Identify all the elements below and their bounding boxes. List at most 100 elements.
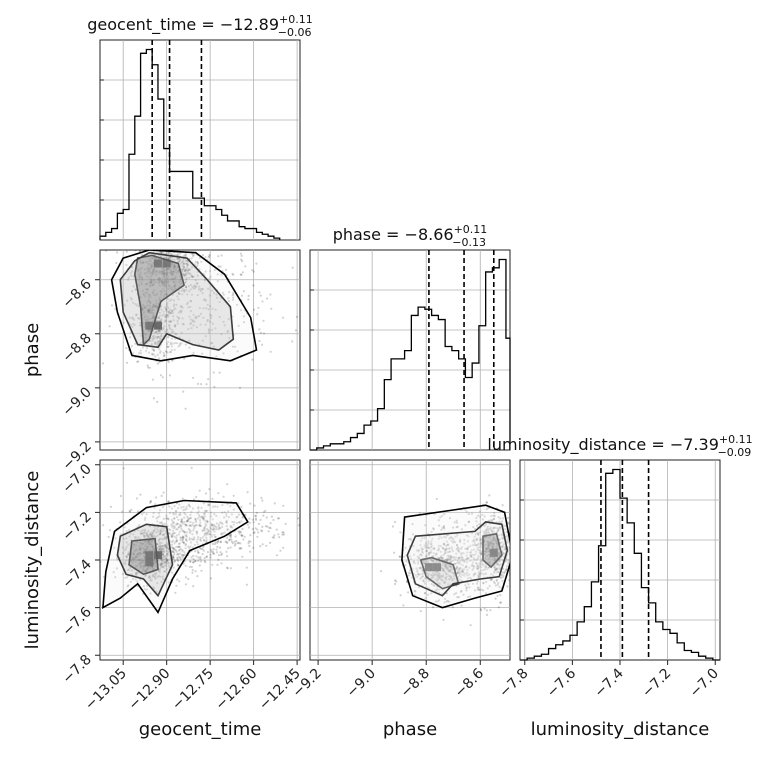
sample-point bbox=[189, 272, 192, 275]
sample-point bbox=[215, 548, 218, 551]
sample-point bbox=[159, 296, 162, 299]
sample-point bbox=[138, 554, 141, 557]
sample-point bbox=[181, 265, 184, 268]
sample-point bbox=[147, 266, 150, 269]
sample-point bbox=[252, 546, 255, 549]
sample-point bbox=[141, 304, 145, 307]
sample-point bbox=[180, 331, 183, 334]
sample-point bbox=[248, 544, 251, 548]
sample-point bbox=[147, 351, 151, 354]
sample-point bbox=[150, 277, 153, 281]
sample-point bbox=[127, 553, 130, 557]
sample-point bbox=[174, 283, 177, 286]
sample-point bbox=[197, 556, 200, 559]
sample-point bbox=[171, 556, 174, 559]
sample-point bbox=[155, 306, 158, 309]
sample-point bbox=[510, 577, 512, 579]
contour-scatter-geocent_time-phase-2 bbox=[110, 250, 258, 362]
sample-point bbox=[196, 517, 200, 520]
sample-point bbox=[180, 342, 183, 345]
sample-point bbox=[107, 535, 110, 539]
sample-point bbox=[127, 553, 130, 556]
sample-point bbox=[158, 509, 162, 512]
sample-point bbox=[161, 506, 164, 509]
sample-point bbox=[146, 288, 149, 291]
sample-point bbox=[485, 613, 489, 617]
sample-point bbox=[113, 546, 116, 549]
sample-point bbox=[163, 354, 166, 357]
sample-point bbox=[163, 561, 166, 564]
sample-point bbox=[261, 525, 264, 529]
sample-point bbox=[191, 568, 194, 572]
sample-point bbox=[164, 331, 167, 334]
sample-point bbox=[514, 518, 516, 520]
sample-point bbox=[145, 548, 148, 551]
sample-point bbox=[195, 530, 198, 533]
sample-point bbox=[162, 553, 165, 556]
sample-point bbox=[160, 562, 163, 565]
sample-point bbox=[220, 254, 223, 257]
sample-point bbox=[204, 256, 207, 259]
sample-point bbox=[189, 516, 193, 520]
sample-point bbox=[181, 272, 185, 275]
sample-point bbox=[157, 280, 161, 283]
sample-point bbox=[165, 293, 168, 296]
sample-point bbox=[172, 319, 175, 322]
sample-point bbox=[152, 319, 155, 322]
sample-point bbox=[151, 531, 154, 534]
sample-point bbox=[159, 562, 163, 565]
sample-point bbox=[147, 539, 150, 542]
sample-point bbox=[179, 305, 182, 308]
sample-point bbox=[150, 352, 154, 355]
sample-point bbox=[145, 548, 148, 552]
sample-point bbox=[204, 335, 207, 338]
sample-point bbox=[133, 549, 136, 552]
sample-point bbox=[148, 536, 151, 539]
sample-point bbox=[188, 272, 191, 275]
sample-point bbox=[222, 352, 225, 355]
sample-point bbox=[138, 246, 140, 248]
sample-point bbox=[141, 346, 145, 349]
grid-scatter-geocent_time-phase bbox=[100, 250, 300, 450]
sample-point bbox=[232, 273, 235, 276]
sample-point bbox=[215, 551, 219, 554]
sample-point bbox=[147, 309, 150, 312]
sample-point bbox=[141, 559, 144, 563]
sample-point bbox=[168, 247, 170, 249]
sample-point bbox=[177, 345, 180, 348]
sample-point bbox=[172, 532, 175, 535]
sample-point bbox=[169, 311, 172, 314]
sample-point bbox=[163, 570, 166, 573]
sample-point bbox=[140, 557, 143, 560]
sample-point bbox=[183, 290, 186, 293]
sample-point bbox=[511, 583, 513, 585]
sample-point bbox=[195, 531, 198, 534]
sample-point bbox=[129, 296, 132, 299]
sample-point bbox=[139, 566, 142, 569]
sample-point bbox=[147, 540, 150, 544]
sample-point bbox=[169, 308, 172, 311]
sample-point bbox=[229, 533, 233, 536]
sample-point bbox=[189, 321, 193, 324]
sample-point bbox=[170, 274, 173, 277]
sample-point bbox=[170, 571, 173, 574]
y-tick-label-phase-2: −8.8 bbox=[59, 330, 94, 365]
sample-point bbox=[170, 266, 173, 269]
sample-point bbox=[271, 536, 274, 539]
sample-point bbox=[131, 317, 134, 320]
sample-point bbox=[155, 274, 158, 277]
sample-point bbox=[183, 248, 185, 250]
sample-point bbox=[157, 560, 160, 563]
sample-point bbox=[151, 353, 154, 356]
sample-point bbox=[160, 319, 163, 322]
sample-point bbox=[242, 321, 246, 324]
sample-point bbox=[196, 315, 199, 318]
sample-point bbox=[169, 320, 172, 323]
sample-point bbox=[173, 264, 176, 267]
sample-point bbox=[119, 494, 123, 498]
sample-point bbox=[177, 260, 180, 263]
sample-point bbox=[164, 306, 167, 309]
sample-point bbox=[261, 543, 264, 546]
sample-point bbox=[183, 274, 186, 277]
sample-point bbox=[169, 242, 171, 244]
